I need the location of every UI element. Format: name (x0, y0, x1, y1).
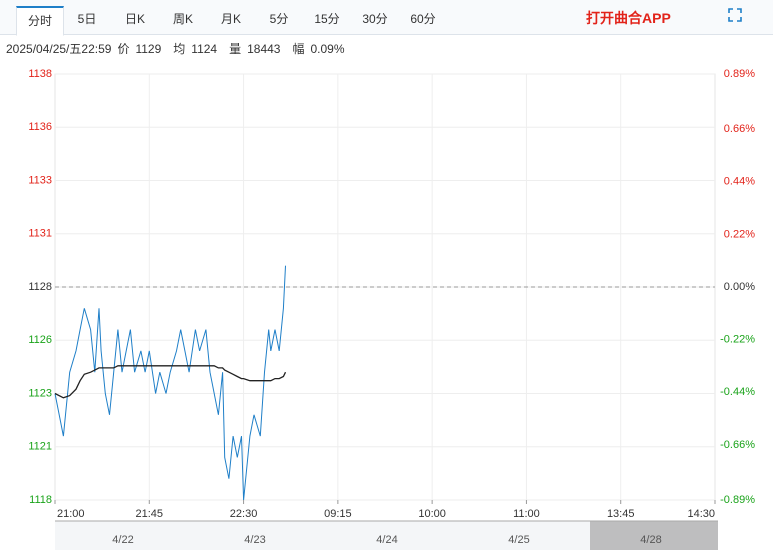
info-item: 均 1124 (173, 42, 223, 56)
x-tick-label: 11:00 (513, 508, 540, 520)
price-line (54, 365, 287, 399)
navigator-date: 4/23 (244, 534, 265, 546)
tab[interactable]: 日K (124, 12, 145, 26)
tab[interactable]: 分时 (16, 6, 64, 36)
navigator-date: 4/25 (508, 534, 529, 546)
y-tick-label: 1128 (28, 281, 52, 293)
y2-tick-label: 0.44% (724, 176, 755, 188)
y2-tick-label: 0.89% (724, 68, 755, 80)
navigator-date: 4/24 (376, 534, 397, 546)
info-value: 1124 (191, 42, 218, 56)
x-tick-label: 09:15 (324, 508, 352, 520)
info-item: 价 1129 (117, 42, 167, 56)
navigator-window[interactable] (590, 521, 718, 550)
info-value: 18443 (247, 42, 281, 56)
info-item: 量 18443 (229, 42, 286, 56)
y2-tick-label: -0.22% (720, 334, 755, 346)
y-tick-label: 1133 (28, 174, 52, 186)
y-tick-label: 1123 (28, 387, 52, 399)
x-tick-label: 21:45 (136, 508, 164, 520)
navigator-date: 4/28 (640, 534, 661, 546)
x-tick-label: 10:00 (418, 508, 446, 520)
fullscreen-icon[interactable] (728, 8, 742, 22)
info-item: 幅 0.09% (292, 42, 350, 56)
x-tick-label: 13:45 (607, 508, 635, 520)
info-label: 幅 (292, 42, 305, 56)
info-value: 1129 (135, 42, 162, 56)
y2-tick-label: -0.44% (720, 386, 755, 398)
y-tick-label: 1138 (28, 68, 52, 80)
info-label: 量 (229, 42, 242, 56)
tab[interactable]: 30分 (362, 12, 388, 26)
y2-tick-label: 0.66% (724, 123, 755, 135)
x-tick-label: 22:30 (230, 508, 258, 520)
info-label: 价 (117, 42, 130, 56)
tab[interactable]: 周K (172, 12, 193, 26)
tab[interactable]: 15分 (314, 12, 340, 26)
tab-bar: 分时 5日 日K 周K 月K 5分 15分 30分 60分 (0, 0, 773, 36)
navigator-date: 4/22 (112, 534, 133, 546)
info-label: 均 (173, 42, 186, 56)
y2-tick-label: -0.66% (720, 439, 755, 451)
y-tick-label: 1121 (28, 441, 52, 453)
info-line: 2025/04/25/五22:59 价 1129 均 1124 量 18443 幅 0.09% (6, 40, 357, 57)
y-tick-label: 1126 (28, 334, 52, 346)
info-value: 0.09% (310, 42, 345, 56)
x-tick-label: 14:30 (687, 508, 715, 520)
y-tick-label: 1136 (28, 121, 52, 133)
tab[interactable]: 月K (220, 12, 241, 26)
y2-tick-label: 0.00% (724, 281, 755, 293)
price-line (54, 265, 286, 501)
y2-tick-label: -0.89% (720, 494, 755, 506)
datetime: 2025/04/25/五22:59 (6, 42, 112, 56)
x-tick-label: 21:00 (57, 508, 85, 520)
open-app[interactable]: 打开曲合APP (586, 10, 671, 26)
y-tick-label: 1131 (28, 228, 52, 240)
chart: 1118 1121 1123 1126 1128 1131 1133 1136 1138 -0.8… (28, 68, 755, 550)
tab[interactable]: 5分 (269, 12, 289, 26)
y-tick-label: 1118 (29, 494, 52, 506)
y2-tick-label: 0.22% (724, 228, 755, 240)
tab[interactable]: 5日 (77, 12, 97, 26)
tab[interactable]: 60分 (410, 12, 436, 26)
